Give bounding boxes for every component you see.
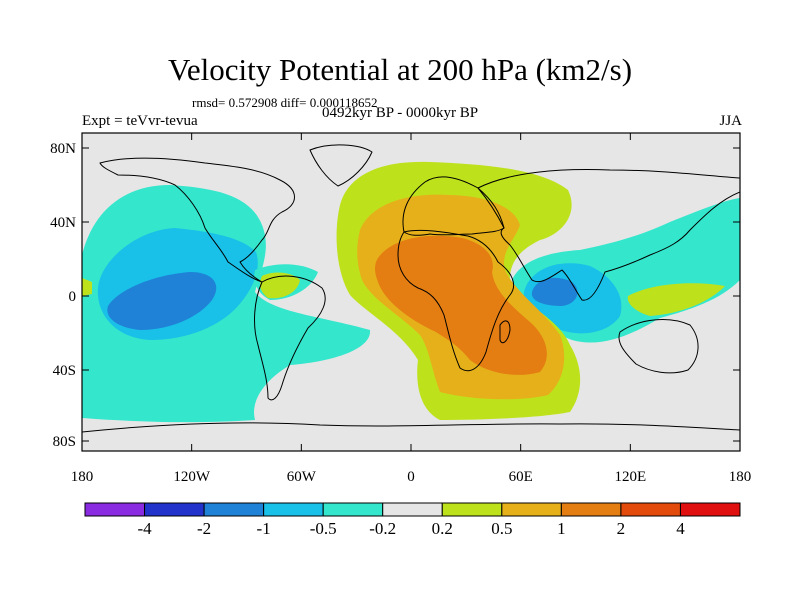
- contour-pos-02-west-edge: [82, 278, 92, 296]
- lon-label: 180: [729, 469, 752, 485]
- colorbar-label: 1: [557, 519, 566, 538]
- coast-madagascar: [499, 320, 511, 344]
- colorbar: -4 -2 -1 -0.5 -0.2 0.2 0.5 1 2 4: [84, 502, 741, 538]
- colorbar-label: -1: [257, 519, 271, 538]
- lat-label: 40N: [50, 215, 76, 231]
- coast-antarctica: [82, 422, 740, 433]
- experiment-label: Expt = teVvr-tevua: [82, 113, 198, 129]
- period-label: 0492kyr BP - 0000kyr BP: [322, 105, 479, 121]
- contour-neg-1: [107, 272, 217, 330]
- coast-north-america: [99, 157, 295, 283]
- colorbar-swatch: [263, 502, 324, 517]
- coast-asia: [477, 169, 740, 301]
- colorbar-label: 0.5: [491, 519, 512, 538]
- colorbar-swatch: [620, 502, 681, 517]
- colorbar-swatch: [501, 502, 562, 517]
- lon-label: 60E: [509, 469, 533, 485]
- contour-neg-1-east: [531, 277, 578, 306]
- contour-neg-north-pacific: [690, 206, 740, 243]
- season-label: JJA: [719, 113, 742, 129]
- colorbar-label: -0.5: [310, 519, 337, 538]
- colorbar-swatch: [441, 502, 503, 517]
- velocity-potential-field: [82, 133, 740, 451]
- lat-label: 0: [69, 289, 77, 305]
- lat-label: 40S: [53, 363, 76, 379]
- colorbar-swatch: [84, 502, 146, 517]
- lon-label: 120W: [173, 469, 211, 485]
- colorbar-label: 0.2: [432, 519, 453, 538]
- colorbar-swatch: [322, 502, 384, 517]
- lat-label: 80S: [53, 434, 76, 450]
- lon-label: 120E: [614, 469, 646, 485]
- colorbar-swatch: [560, 502, 622, 517]
- coastlines: [82, 144, 740, 433]
- contour-pos-02-maritime: [627, 283, 725, 316]
- colorbar-label: 4: [676, 519, 685, 538]
- colorbar-label: 2: [617, 519, 626, 538]
- coast-africa: [397, 229, 514, 372]
- colorbar-label: -0.2: [369, 519, 396, 538]
- colorbar-swatch: [679, 502, 741, 517]
- lon-label: 0: [407, 469, 415, 485]
- colorbar-label: -2: [197, 519, 211, 538]
- latitude-axis: 80N 40N 0 40S 80S: [50, 141, 740, 450]
- coast-greenland: [309, 144, 373, 187]
- longitude-axis: 180 120W 60W 0 60E 120E 180: [71, 133, 752, 485]
- colorbar-swatch: [382, 502, 443, 517]
- colorbar-swatch: [203, 502, 265, 517]
- coast-australia: [618, 319, 699, 374]
- coast-south-america: [254, 275, 326, 401]
- map-title: Velocity Potential at 200 hPa (km2/s): [167, 52, 633, 87]
- lat-label: 80N: [50, 141, 76, 157]
- lon-label: 180: [71, 469, 94, 485]
- colorbar-swatch: [144, 502, 205, 517]
- stats-label: rmsd= 0.572908 diff= 0.000118652: [192, 95, 378, 110]
- lon-label: 60W: [287, 469, 317, 485]
- contour-pos-1: [375, 235, 547, 375]
- colorbar-label: -4: [137, 519, 152, 538]
